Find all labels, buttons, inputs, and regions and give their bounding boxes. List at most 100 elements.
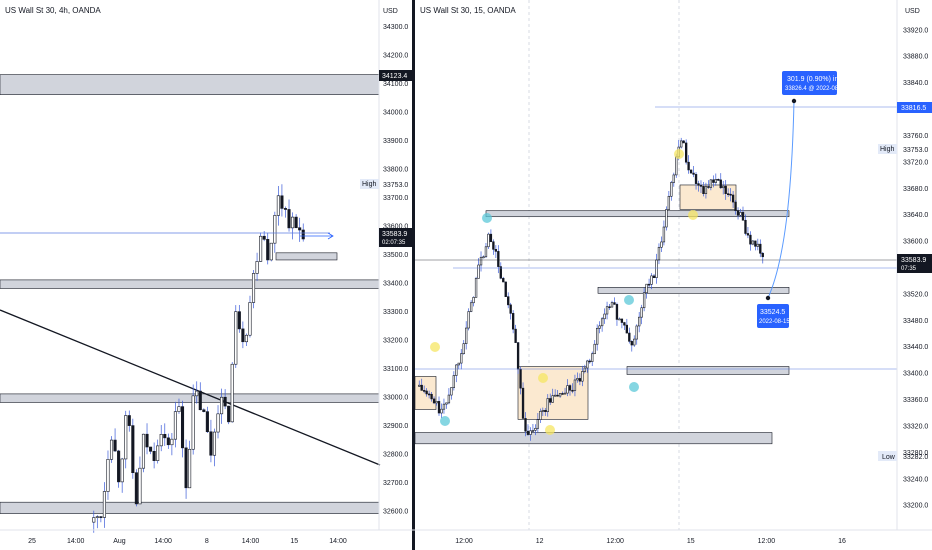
right-zone[interactable]: [414, 432, 773, 445]
left-y-axis[interactable]: 34300.0 34200.0 34100.0 34000.0 33900.0 33800…: [383, 24, 408, 516]
right-candle: [724, 185, 727, 194]
right-highlight-marker: [430, 342, 440, 352]
right-candle: [618, 318, 621, 321]
right-candle: [593, 343, 596, 355]
right-candles: [418, 137, 764, 441]
right-target-dot[interactable]: [791, 98, 797, 104]
right-candle: [620, 318, 624, 323]
left-candle: [95, 516, 99, 518]
right-candle: [423, 390, 426, 392]
right-candle: [571, 389, 574, 392]
right-candle: [432, 398, 436, 404]
left-candle: [141, 433, 146, 469]
left-trendline[interactable]: [0, 309, 381, 466]
right-candle: [657, 246, 661, 261]
right-candle: [761, 252, 764, 258]
left-zone[interactable]: [0, 74, 380, 95]
right-candle: [450, 387, 453, 396]
left-zone[interactable]: [0, 393, 380, 403]
panel-divider[interactable]: [412, 0, 415, 550]
right-candle: [746, 233, 750, 236]
left-zone[interactable]: [275, 252, 338, 261]
right-projection-curve[interactable]: [767, 100, 795, 299]
left-candle: [113, 439, 117, 452]
right-candle: [504, 281, 507, 297]
right-candle: [507, 296, 510, 306]
left-chart-panel[interactable]: 34300.0 34200.0 34100.0 34000.0 33900.0 33800…: [0, 0, 412, 550]
right-high-label: High: [880, 146, 895, 153]
right-candle: [529, 430, 532, 435]
right-candle: [645, 283, 648, 294]
right-candle: [739, 212, 742, 216]
right-candle: [536, 419, 540, 429]
left-zone-price: 34123.4: [382, 73, 407, 80]
right-candle: [514, 328, 517, 343]
left-x-tick: 8: [205, 538, 209, 545]
right-candle: [608, 306, 611, 309]
right-last-price: 33583.9: [901, 257, 926, 264]
right-y-tick: 33760.0: [903, 133, 928, 140]
right-candle: [670, 182, 673, 197]
right-candle: [472, 297, 475, 304]
right-candle: [610, 302, 614, 308]
right-candle: [558, 393, 562, 397]
right-candle: [563, 392, 567, 395]
left-y-tick: 34100.0: [383, 81, 408, 88]
left-x-axis[interactable]: 25 14:00 Aug 14:00 8 14:00 15 14:00: [28, 538, 347, 545]
right-chart-panel[interactable]: 33920.033880.033840.033800.033760.033720…: [414, 0, 932, 550]
right-anchor-price: 33524.5: [760, 309, 785, 316]
left-candle: [241, 328, 245, 343]
right-candle: [551, 395, 554, 403]
right-candle: [546, 398, 549, 412]
left-candle: [209, 431, 213, 456]
left-high-value: 33753.0: [383, 182, 408, 189]
right-zone[interactable]: [626, 366, 790, 375]
right-candle: [605, 306, 609, 315]
left-candle: [202, 409, 206, 412]
right-anchor-dot[interactable]: [765, 295, 771, 301]
right-y-tick: 33880.0: [903, 54, 928, 61]
left-candle: [280, 195, 284, 209]
right-candle: [447, 394, 451, 404]
left-candle: [273, 215, 277, 244]
right-candle: [635, 325, 638, 340]
left-zone[interactable]: [0, 279, 380, 289]
left-high-badge: [360, 179, 379, 189]
right-candle: [442, 403, 446, 410]
left-candle: [92, 517, 96, 523]
right-box[interactable]: [679, 184, 737, 210]
right-candle: [516, 342, 520, 370]
right-candle: [675, 156, 678, 176]
right-anchor-time: 2022-08-15 12:45: [759, 319, 807, 325]
right-candle: [499, 266, 502, 279]
left-candle: [195, 390, 199, 397]
right-candle: [751, 240, 755, 245]
right-zone[interactable]: [597, 287, 790, 294]
right-y-tick: 33240.0: [903, 476, 928, 483]
left-last-price: 33583.9: [382, 231, 407, 238]
right-chart-title: US Wall St 30, 15, OANDA: [420, 6, 516, 15]
left-high-label: High: [362, 181, 377, 188]
left-candle: [259, 235, 263, 262]
left-zone[interactable]: [0, 501, 380, 514]
right-candle: [680, 140, 683, 148]
right-y-axis[interactable]: 33920.033880.033840.033800.033760.033720…: [903, 27, 928, 509]
right-countdown: 07:35: [901, 266, 917, 272]
left-candle: [131, 425, 135, 473]
right-y-tick: 33440.0: [903, 344, 928, 351]
left-y-tick: 33800.0: [383, 166, 408, 173]
right-highlight-marker: [624, 295, 634, 305]
right-candle: [662, 226, 666, 243]
right-x-axis[interactable]: 12:00 12 12:00 15 12:00 16: [455, 538, 846, 545]
right-candle: [544, 410, 547, 412]
right-candle: [427, 393, 431, 396]
right-highlight-marker: [688, 210, 698, 220]
right-candle: [719, 179, 722, 189]
right-x-tick: 12:00: [758, 538, 776, 545]
right-projection-label: 301.9 (0.90%) in 4h: [787, 76, 848, 83]
right-highlight-marker: [538, 373, 548, 383]
right-candle: [682, 140, 685, 144]
right-anchor-badge: [757, 304, 789, 328]
right-candle: [600, 318, 604, 327]
